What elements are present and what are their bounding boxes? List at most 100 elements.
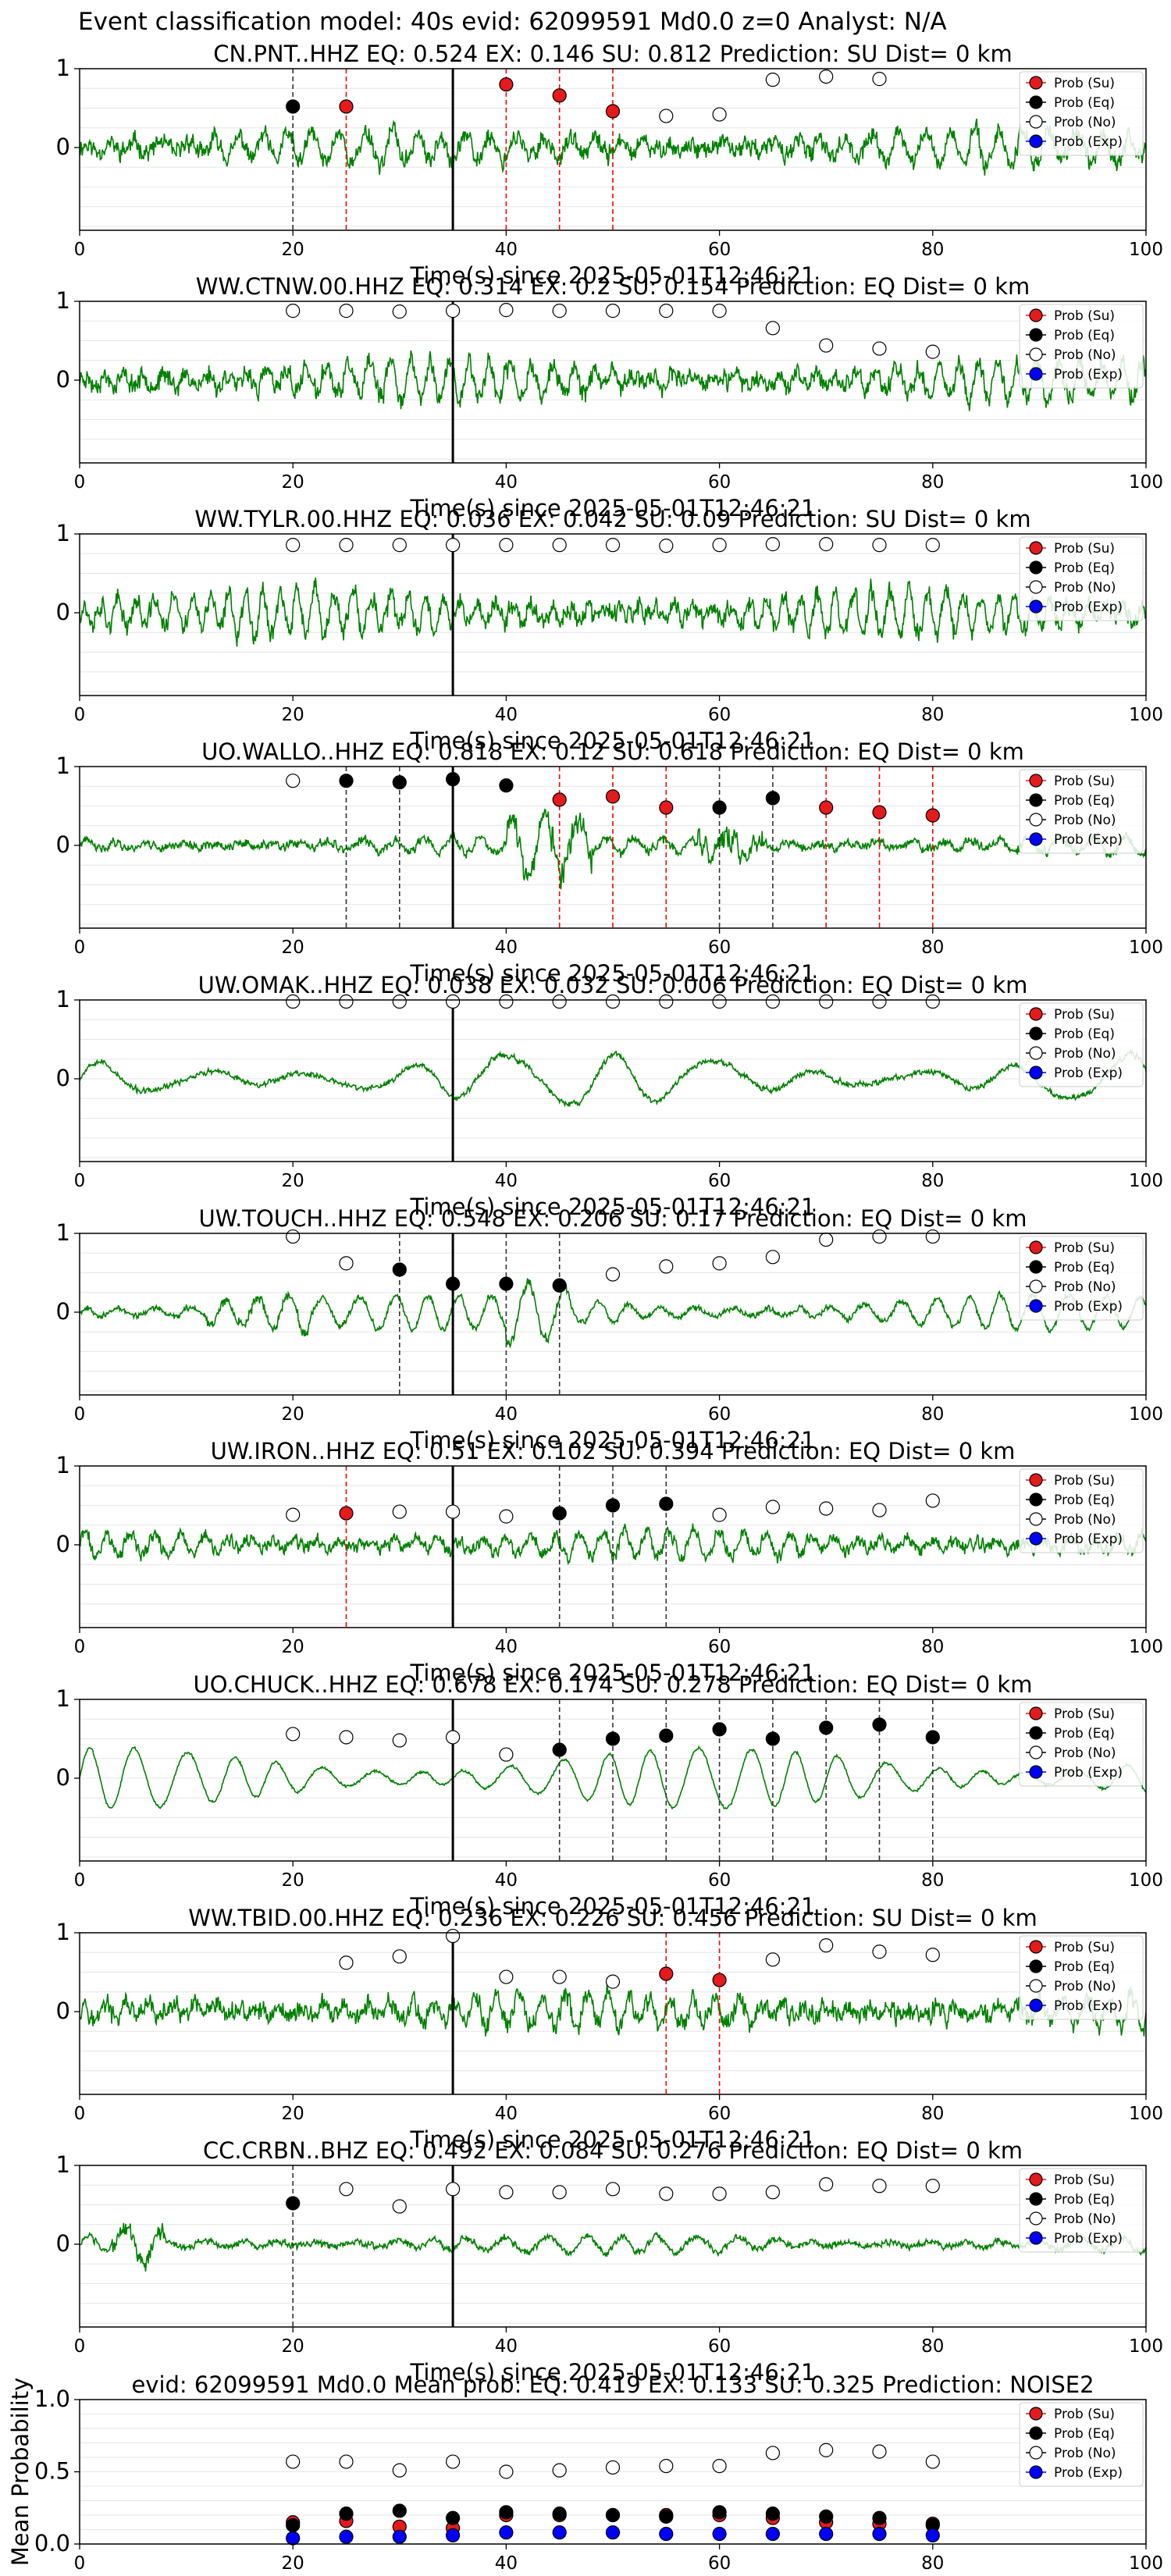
mean-prob-marker-no: [552, 2463, 567, 2478]
prob-marker-no: [552, 538, 567, 553]
x-tick-label: 0: [74, 938, 86, 958]
prob-marker-no: [445, 538, 461, 553]
prob-marker-eq: [819, 1720, 834, 1735]
prob-marker-no: [765, 994, 781, 1009]
y-tick-label: 0: [56, 1298, 70, 1325]
legend-entry-label: Prob (Eq): [1054, 2192, 1115, 2208]
legend-marker: [1029, 1240, 1043, 1254]
axes-frame: [79, 1699, 1147, 1862]
mean-prob-marker-exp: [339, 2529, 354, 2544]
mean-prob-marker-eq: [765, 2507, 781, 2521]
y-tick-label: 0: [56, 133, 70, 160]
legend-box: [1019, 1236, 1144, 1321]
legend-marker: [1029, 308, 1043, 322]
panel-8: 0 20 40 60 80 100 0 1 WW.TBID.00.HHZ EQ: 0.236 E…: [56, 1905, 1163, 2153]
y-tick-label: 0: [56, 1065, 70, 1091]
legend-entry-label: Prob (Su): [1054, 2172, 1115, 2188]
mean-prob-marker-exp: [925, 2528, 940, 2542]
x-tick-label: 20: [282, 240, 304, 260]
x-tick-label: 60: [708, 2104, 731, 2124]
x-tick-label: 60: [708, 705, 731, 725]
legend-marker: [1029, 1299, 1043, 1313]
waveform-trace: [80, 1984, 1146, 2037]
plot-area: [80, 1000, 1146, 1162]
legend-marker: [1029, 774, 1043, 788]
prob-marker-no: [819, 2177, 834, 2192]
mean-prob-marker-eq: [339, 2507, 354, 2521]
panel-1: 0 20 40 60 80 100 0 1 WW.CTNW.00.HHZ EQ: 0.314 E…: [56, 273, 1163, 521]
axes-frame: [79, 766, 1147, 929]
x-tick-label: 80: [921, 2336, 944, 2357]
x-tick-label: 60: [708, 240, 731, 260]
prob-marker-no: [339, 538, 354, 553]
legend-marker: [1029, 1726, 1043, 1740]
legend-marker: [1029, 1260, 1043, 1274]
legend-entry-label: Prob (No): [1054, 115, 1116, 130]
mean-prob-marker-exp: [872, 2526, 887, 2542]
legend-box: [1019, 71, 1144, 156]
legend-marker: [1029, 1046, 1043, 1060]
mean-prob-marker-eq: [712, 2505, 727, 2520]
legend-box: [1019, 2168, 1144, 2253]
legend-entry-label: Prob (Su): [1054, 541, 1115, 557]
prob-marker-no: [339, 1730, 354, 1745]
legend-entry-label: Prob (Su): [1054, 1007, 1115, 1023]
x-tick-label: 100: [1129, 705, 1163, 725]
axes-frame: [79, 533, 1147, 696]
legend-marker: [1029, 1066, 1043, 1080]
prob-marker-no: [819, 994, 834, 1009]
legend-entry-label: Prob (Exp): [1054, 1299, 1123, 1315]
y-tick-label: 1.0: [34, 2386, 70, 2412]
prob-marker-su: [872, 805, 887, 820]
x-tick-label: 40: [495, 240, 518, 260]
x-tick-label: 20: [282, 472, 304, 493]
prob-marker-no: [339, 304, 354, 318]
x-tick-label: 100: [1129, 938, 1163, 958]
legend-entry-label: Prob (Eq): [1054, 1260, 1115, 1276]
x-tick-label: 40: [495, 2553, 518, 2574]
x-tick-label: 100: [1129, 2336, 1163, 2357]
prob-marker-eq: [605, 1498, 621, 1513]
panel-title: CN.PNT..HHZ EQ: 0.524 EX: 0.146 SU: 0.81…: [213, 41, 1012, 67]
figure-suptitle: Event classification model: 40s evid: 62…: [78, 8, 947, 36]
prob-marker-no: [659, 109, 674, 123]
legend-marker: [1029, 2426, 1043, 2440]
panel-title: WW.TYLR.00.HHZ EQ: 0.036 EX: 0.042 SU: 0…: [194, 506, 1030, 532]
panel-title: UW.OMAK..HHZ EQ: 0.038 EX: 0.032 SU: 0.0…: [198, 972, 1028, 998]
legend-entry-label: Prob (No): [1054, 1279, 1116, 1295]
plot-area: [80, 1699, 1146, 1861]
legend-box: [1019, 769, 1144, 854]
legend-entry-label: Prob (Eq): [1054, 1493, 1115, 1508]
prob-marker-no: [445, 304, 461, 318]
legend-marker: [1029, 115, 1043, 129]
prob-marker-no: [659, 539, 674, 553]
legend-marker: [1029, 1026, 1043, 1041]
prob-marker-eq: [445, 772, 461, 787]
y-tick-label: 0: [56, 1764, 70, 1791]
x-axis-label: Time(s) since 2025-05-01T12:46:21: [410, 2126, 816, 2153]
x-tick-label: 100: [1129, 240, 1163, 260]
prob-marker-no: [499, 303, 514, 318]
plot-area: [80, 767, 1146, 928]
legend-marker: [1029, 2465, 1043, 2479]
prob-marker-eq: [499, 778, 514, 793]
legend-marker: [1029, 1473, 1043, 1487]
legend-entry-label: Prob (Su): [1054, 308, 1115, 324]
x-tick-label: 40: [495, 472, 518, 493]
panel-3: 0 20 40 60 80 100 0 1 UO.WALLO..HHZ EQ: 0.818 EX…: [56, 738, 1163, 987]
prob-marker-eq: [286, 99, 301, 114]
x-tick-label: 0: [74, 2104, 86, 2124]
mean-prob-marker-eq: [499, 2505, 514, 2520]
plot-area: [80, 301, 1146, 463]
legend-entry-label: Prob (Su): [1054, 1240, 1115, 1256]
prob-marker-no: [925, 344, 940, 359]
prob-marker-eq: [712, 1722, 727, 1737]
mean-prob-marker-exp: [605, 2525, 621, 2540]
axes-frame: [79, 1233, 1147, 1396]
plot-area: [80, 1933, 1146, 2094]
legend-box: [1019, 304, 1144, 389]
prob-marker-no: [339, 1955, 354, 1970]
legend-entry-label: Prob (No): [1054, 2446, 1116, 2461]
prob-marker-no: [552, 304, 567, 318]
legend-box: [1019, 1002, 1144, 1087]
